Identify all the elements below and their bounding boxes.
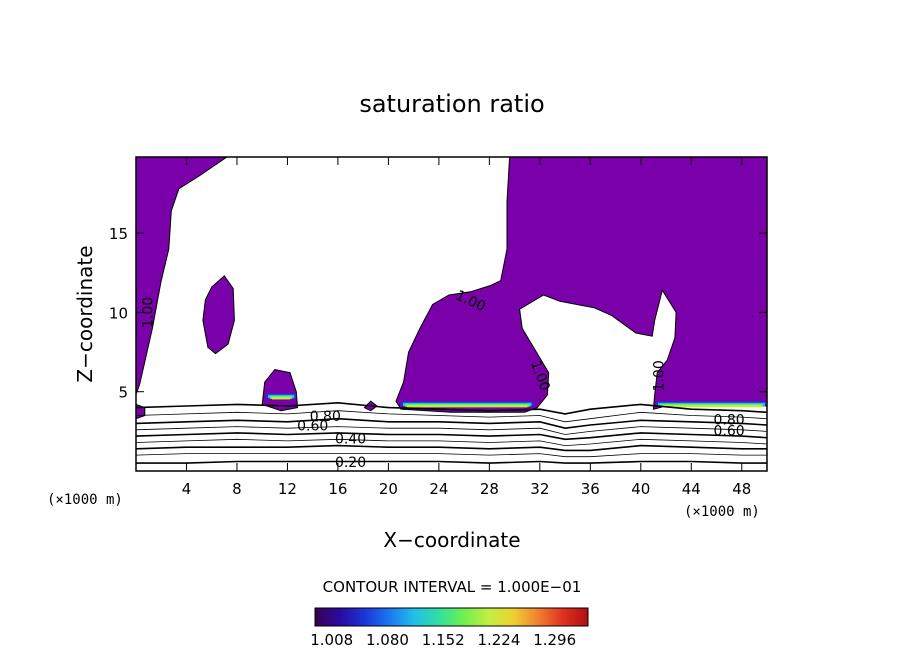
x-tick-label-9: 40 bbox=[631, 480, 650, 498]
x-tick-label-0: 4 bbox=[182, 480, 192, 498]
x-tick-label-1: 8 bbox=[232, 480, 242, 498]
x-tick-label-11: 48 bbox=[732, 480, 751, 498]
colorbar-tick-label-4: 1.296 bbox=[533, 631, 576, 649]
x-tick-label-2: 12 bbox=[278, 480, 297, 498]
supersaturated-region-5 bbox=[136, 403, 146, 420]
contour-line-5 bbox=[136, 438, 767, 447]
supersaturated-region-0 bbox=[136, 157, 228, 396]
contour-line-7 bbox=[136, 453, 767, 458]
y-axis-label: Z−coordinate bbox=[73, 245, 97, 382]
x-tick-label-3: 16 bbox=[328, 480, 347, 498]
contour-label-7: 0.20 bbox=[335, 455, 366, 471]
colorbar-tick-label-0: 1.008 bbox=[310, 631, 353, 649]
supersaturated-region-3 bbox=[395, 157, 767, 413]
contour-line-2 bbox=[136, 417, 767, 430]
x-tick-label-8: 36 bbox=[581, 480, 600, 498]
y-tick-label-2: 15 bbox=[109, 225, 128, 243]
contour-line-1 bbox=[136, 410, 767, 423]
contour-line-6 bbox=[136, 444, 767, 452]
y-tick-label-0: 5 bbox=[118, 384, 128, 402]
cloud-base-band-2-3 bbox=[271, 397, 291, 400]
x-tick-label-5: 24 bbox=[429, 480, 448, 498]
chart-title: saturation ratio bbox=[359, 90, 544, 118]
contour-label-5: 0.60 bbox=[297, 419, 328, 435]
colorbar-tick-label-3: 1.224 bbox=[477, 631, 520, 649]
plot-frame bbox=[135, 156, 768, 472]
colorbar-tick-label-1: 1.080 bbox=[366, 631, 409, 649]
colorbar bbox=[314, 607, 589, 627]
contour-label-9: 0.60 bbox=[714, 423, 745, 439]
cloud-base-band-1-3 bbox=[661, 405, 761, 408]
x-tick-label-6: 28 bbox=[480, 480, 499, 498]
x-axis-label: X−coordinate bbox=[383, 528, 520, 552]
contour-line-3 bbox=[136, 426, 767, 435]
x-tick-label-10: 44 bbox=[682, 480, 701, 498]
contour-line-0 bbox=[136, 401, 767, 415]
y-tick-label-1: 10 bbox=[109, 304, 128, 322]
cloud-base-band-0-3 bbox=[407, 405, 528, 408]
contour-label-6: 0.40 bbox=[335, 431, 366, 447]
contour-label-0: 1.00 bbox=[141, 297, 157, 328]
x-unit-label-left: (×1000 m) bbox=[47, 492, 123, 508]
contour-label-8: 0.80 bbox=[714, 412, 745, 428]
contour-label-4: 0.80 bbox=[310, 409, 341, 425]
x-unit-label-right: (×1000 m) bbox=[684, 504, 760, 520]
contour-interval-text: CONTOUR INTERVAL = 1.000E−01 bbox=[323, 578, 582, 596]
colorbar-tick-label-2: 1.152 bbox=[422, 631, 465, 649]
contour-label-3: 1.00 bbox=[652, 360, 668, 391]
contour-line-4 bbox=[136, 432, 767, 441]
x-tick-label-7: 32 bbox=[530, 480, 549, 498]
supersaturated-region-1 bbox=[202, 275, 235, 355]
contour-line-8 bbox=[136, 460, 767, 464]
supersaturated-region-2 bbox=[261, 368, 299, 412]
x-tick-label-4: 20 bbox=[379, 480, 398, 498]
